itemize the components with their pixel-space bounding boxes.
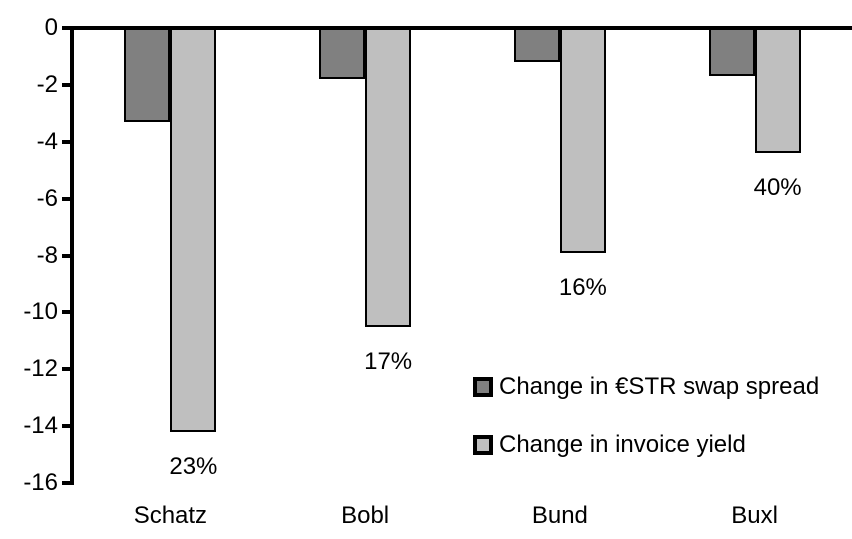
y-axis-tick-label: 0	[44, 14, 58, 41]
y-axis-tick-label: -6	[36, 184, 58, 212]
y-axis-tick	[62, 196, 74, 201]
y-axis-tick	[62, 253, 74, 258]
legend: Change in €STR swap spread Change in inv…	[473, 374, 819, 458]
y-axis-tick	[62, 82, 74, 87]
x-axis-zero-line	[62, 26, 852, 30]
bar-value-label: 16%	[558, 273, 607, 301]
invoice-yield-bar	[559, 28, 606, 253]
legend-item-swap-spread: Change in €STR swap spread	[473, 374, 819, 400]
y-axis-tick-label: -10	[23, 298, 58, 326]
legend-item-invoice-yield: Change in invoice yield	[473, 432, 819, 458]
swap-spread-bar	[124, 28, 171, 122]
y-axis-tick-label: -16	[23, 469, 58, 496]
legend-label-swap-spread: Change in €STR swap spread	[499, 373, 820, 400]
swap-spread-bar	[319, 28, 366, 80]
y-axis-tick-label: -14	[23, 412, 58, 440]
y-axis-tick	[62, 139, 74, 144]
x-axis-category-label: Bund	[531, 502, 588, 529]
y-axis-tick-label: -2	[36, 70, 58, 98]
invoice-yield-bar	[170, 28, 217, 432]
y-axis-tick-label: -4	[36, 127, 58, 155]
y-axis-tick	[62, 481, 74, 485]
x-axis-category-label: Bobl	[341, 502, 390, 529]
bar-value-label: 23%	[169, 452, 218, 480]
swap-spread-legend-swatch-icon	[473, 377, 493, 397]
invoice-yield-bar	[754, 28, 801, 154]
y-axis-tick	[62, 310, 74, 315]
x-axis-category-label: Buxl	[731, 502, 778, 529]
y-axis-tick-label: -12	[23, 355, 58, 383]
y-axis-line	[70, 26, 74, 485]
swap-spread-bar	[708, 28, 755, 77]
y-axis-tick	[62, 424, 74, 429]
x-axis-category-label: Schatz	[133, 502, 208, 529]
bar-value-label: 40%	[753, 174, 802, 202]
swap-spread-bar	[513, 28, 560, 63]
y-axis-tick-label: -8	[36, 241, 58, 269]
y-axis-tick	[62, 367, 74, 372]
invoice-yield-legend-swatch-icon	[473, 435, 493, 455]
invoice-yield-bar	[365, 28, 412, 327]
bar-value-label: 17%	[364, 347, 413, 375]
legend-label-invoice-yield: Change in invoice yield	[499, 431, 746, 458]
